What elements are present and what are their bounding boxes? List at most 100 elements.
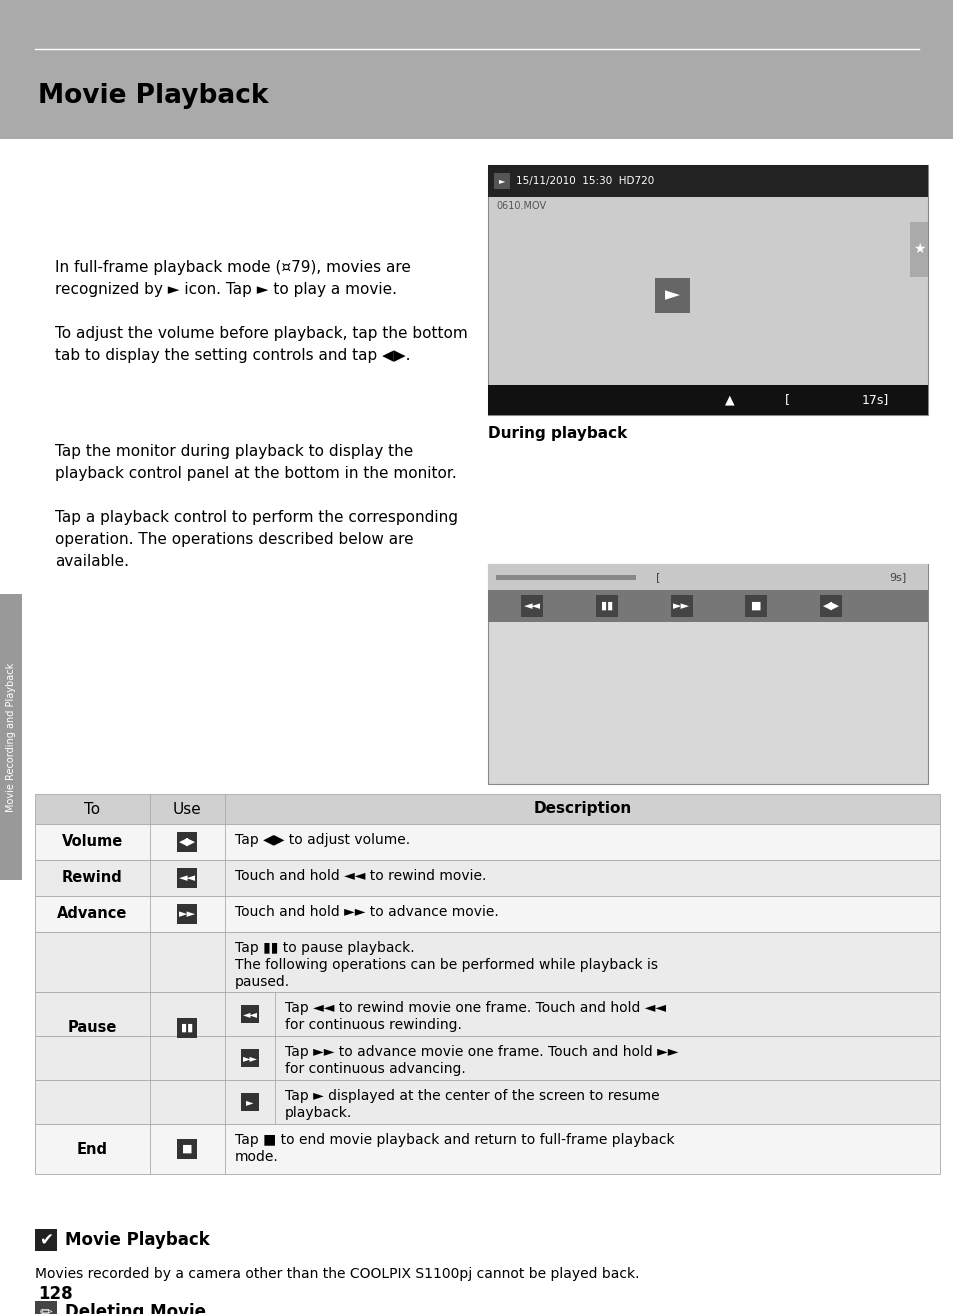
Bar [496, 576, 636, 579]
Bar [744, 595, 766, 618]
Text: [: [ [784, 393, 789, 406]
Text: Use: Use [172, 802, 202, 816]
Text: Tap ■ to end movie playback and return to full-frame playback: Tap ■ to end movie playback and return t… [234, 1133, 674, 1147]
Text: ▮▮: ▮▮ [181, 1024, 193, 1033]
Text: Tap a playback control to perform the corresponding: Tap a playback control to perform the co… [55, 510, 457, 526]
Bar [35, 932, 939, 992]
Text: ◄◄: ◄◄ [523, 600, 540, 611]
Bar [177, 904, 197, 924]
Text: tab to display the setting controls and tap ◀▶.: tab to display the setting controls and … [55, 348, 410, 363]
Text: ★: ★ [912, 242, 924, 256]
Text: ►: ► [498, 176, 505, 185]
Text: playback.: playback. [285, 1106, 352, 1120]
Text: Tap the monitor during playback to display the: Tap the monitor during playback to displ… [55, 444, 413, 459]
Text: [: [ [655, 572, 659, 582]
Bar [0, 139, 953, 1314]
Bar [241, 1093, 258, 1112]
Bar [488, 166, 927, 415]
Text: To: To [85, 802, 100, 816]
Bar [177, 1139, 197, 1159]
Text: recognized by ► icon. Tap ► to play a movie.: recognized by ► icon. Tap ► to play a mo… [55, 283, 396, 297]
Bar [488, 564, 927, 590]
Text: ►►: ►► [673, 600, 689, 611]
Bar [241, 1005, 258, 1024]
Bar [35, 794, 939, 824]
Text: operation. The operations described below are: operation. The operations described belo… [55, 532, 414, 547]
Text: ■: ■ [750, 600, 760, 611]
Bar [35, 896, 939, 932]
Text: ►: ► [664, 285, 679, 305]
Text: Movie Recording and Playback: Movie Recording and Playback [6, 662, 16, 812]
Text: Tap ◄◄ to rewind movie one frame. Touch and hold ◄◄: Tap ◄◄ to rewind movie one frame. Touch … [285, 1001, 665, 1014]
Text: ►►: ►► [179, 909, 195, 918]
Bar [820, 595, 841, 618]
Text: paused.: paused. [234, 975, 290, 989]
Text: Rewind: Rewind [62, 870, 123, 886]
Text: ■: ■ [182, 1144, 193, 1154]
Text: The following operations can be performed while playback is: The following operations can be performe… [234, 958, 658, 972]
Text: 17s]: 17s] [861, 393, 888, 406]
Bar [596, 595, 618, 618]
Bar [177, 1018, 197, 1038]
Text: for continuous advancing.: for continuous advancing. [285, 1062, 465, 1076]
Bar [177, 869, 197, 888]
Bar [655, 277, 690, 313]
Text: ►►: ►► [242, 1053, 257, 1063]
Bar [0, 0, 953, 139]
Bar [35, 1229, 57, 1251]
Text: Description: Description [533, 802, 631, 816]
Text: End: End [77, 1142, 108, 1156]
Text: Tap ► displayed at the center of the screen to resume: Tap ► displayed at the center of the scr… [285, 1089, 659, 1102]
Text: Tap ▮▮ to pause playback.: Tap ▮▮ to pause playback. [234, 941, 415, 955]
Bar [488, 590, 927, 622]
Text: Movie Playback: Movie Playback [65, 1231, 210, 1250]
Text: Tap ◀▶ to adjust volume.: Tap ◀▶ to adjust volume. [234, 833, 410, 848]
Bar [0, 594, 22, 880]
Text: Volume: Volume [62, 834, 123, 849]
Text: ►: ► [246, 1097, 253, 1106]
Bar [35, 824, 939, 859]
Bar [35, 1123, 939, 1173]
Text: ▮▮: ▮▮ [600, 600, 612, 611]
Bar [35, 1080, 939, 1123]
Text: Pause: Pause [68, 1021, 117, 1035]
Bar [488, 385, 927, 415]
Text: Touch and hold ►► to advance movie.: Touch and hold ►► to advance movie. [234, 905, 498, 918]
Text: ✔: ✔ [39, 1231, 52, 1250]
Text: mode.: mode. [234, 1150, 278, 1164]
Bar [35, 859, 939, 896]
Text: Movies recorded by a camera other than the COOLPIX S1100pj cannot be played back: Movies recorded by a camera other than t… [35, 1267, 639, 1281]
Text: In full-frame playback mode (¤79), movies are: In full-frame playback mode (¤79), movie… [55, 260, 411, 275]
Bar [520, 595, 542, 618]
Bar [35, 992, 939, 1035]
Text: playback control panel at the bottom in the monitor.: playback control panel at the bottom in … [55, 466, 456, 481]
Bar [488, 166, 927, 197]
Text: ✏: ✏ [40, 1305, 52, 1314]
Text: 0610.MOV: 0610.MOV [496, 201, 545, 212]
Bar [909, 222, 927, 277]
Text: ◀▶: ◀▶ [179, 837, 195, 848]
Text: Advance: Advance [57, 907, 128, 921]
Text: available.: available. [55, 555, 129, 569]
Bar [241, 1049, 258, 1067]
Text: ▲: ▲ [724, 393, 734, 406]
Text: 15/11/2010  15:30  HD720: 15/11/2010 15:30 HD720 [516, 176, 654, 187]
Bar [35, 1301, 57, 1314]
Bar [35, 1035, 939, 1080]
Text: ◄◄: ◄◄ [179, 872, 195, 883]
Bar [177, 832, 197, 851]
Text: Movie Playback: Movie Playback [38, 83, 268, 109]
Bar [488, 564, 927, 784]
Text: ◀▶: ◀▶ [821, 600, 839, 611]
Text: Deleting Movie: Deleting Movie [65, 1303, 206, 1314]
Text: ◄◄: ◄◄ [242, 1009, 257, 1018]
Text: 9s]: 9s] [888, 572, 905, 582]
Text: for continuous rewinding.: for continuous rewinding. [285, 1018, 461, 1031]
Bar [670, 595, 692, 618]
Text: During playback: During playback [488, 426, 626, 442]
Bar [494, 173, 510, 189]
Text: 128: 128 [38, 1285, 72, 1303]
Text: Tap ►► to advance movie one frame. Touch and hold ►►: Tap ►► to advance movie one frame. Touch… [285, 1045, 678, 1059]
Text: To adjust the volume before playback, tap the bottom: To adjust the volume before playback, ta… [55, 326, 467, 342]
Text: Touch and hold ◄◄ to rewind movie.: Touch and hold ◄◄ to rewind movie. [234, 869, 486, 883]
